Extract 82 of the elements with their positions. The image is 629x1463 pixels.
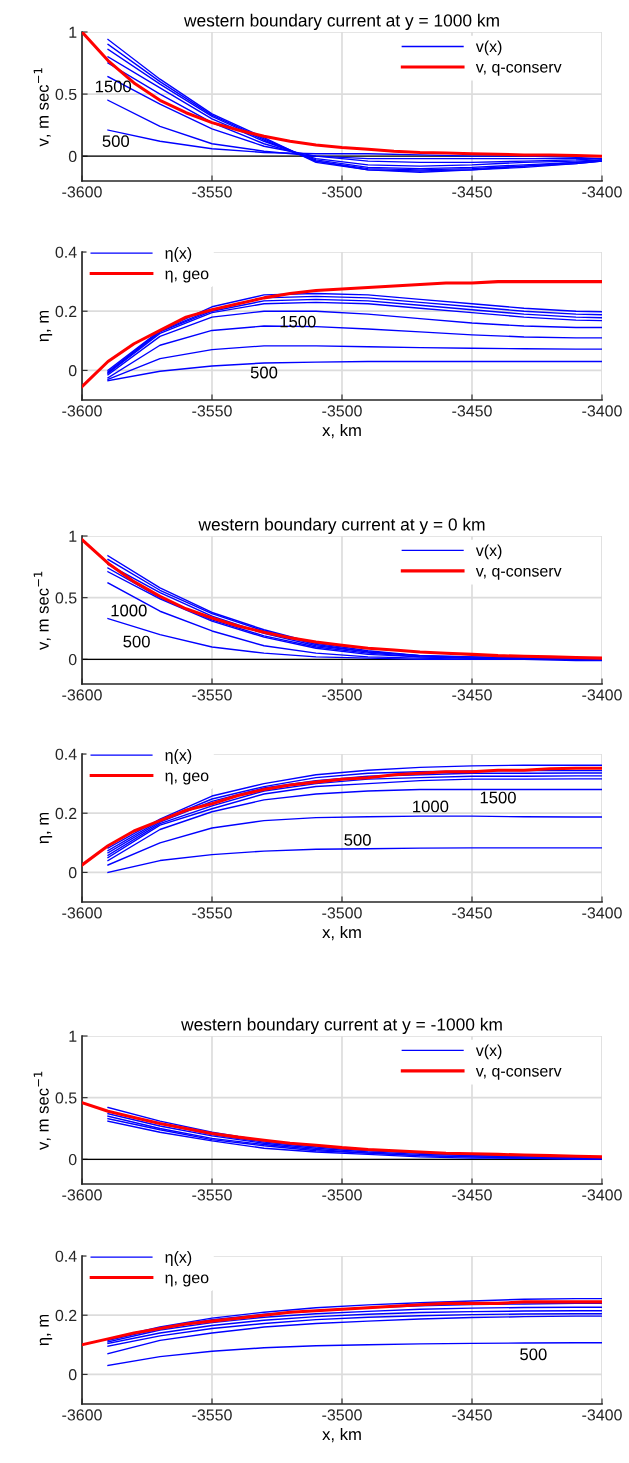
x-tick-label: -3400 xyxy=(582,907,622,919)
legend-label: v(x) xyxy=(475,40,502,56)
x-tick-label: -3550 xyxy=(192,1409,232,1421)
x-tick-label: -3550 xyxy=(192,186,232,198)
x-tick-label: -3400 xyxy=(582,1409,622,1421)
x-tick-label: -3600 xyxy=(62,689,102,701)
legend-label: v, q-conserv xyxy=(475,63,562,76)
legend-label: η(x) xyxy=(165,1251,192,1266)
x-tick-label: -3550 xyxy=(192,405,232,417)
x-tick-label: -3400 xyxy=(582,1189,622,1201)
chart-title: western boundary current at y = -1000 km xyxy=(181,1017,502,1035)
legend-label: v, q-conserv xyxy=(475,567,562,580)
legend-label: η(x) xyxy=(165,749,192,764)
chart-title: western boundary current at y = 0 km xyxy=(198,517,485,535)
y-tick-label: 1 xyxy=(69,530,77,542)
annotation: 1500 xyxy=(280,315,316,328)
legend-label: η(x) xyxy=(165,247,192,262)
x-tick-label: -3400 xyxy=(582,405,622,417)
y-tick-label: 0 xyxy=(68,1153,77,1166)
y-tick-label: 0.4 xyxy=(55,246,77,258)
legend-label: η, geo xyxy=(165,772,209,785)
x-tick-label: -3500 xyxy=(322,1409,362,1421)
legend-label: η, geo xyxy=(165,1274,209,1287)
y-axis-title: v, m sec$^{−1}$ xyxy=(33,68,51,147)
x-tick-label: -3400 xyxy=(582,689,622,701)
x-tick-label: -3500 xyxy=(322,186,362,198)
legend-label: v(x) xyxy=(475,1044,502,1060)
x-tick-label: -3450 xyxy=(452,907,492,919)
y-tick-label: 0.2 xyxy=(55,1309,77,1322)
y-tick-label: 0.4 xyxy=(55,748,77,760)
x-tick-label: -3500 xyxy=(322,405,362,417)
y-tick-label: 0 xyxy=(68,150,77,163)
y-tick-label: 0.5 xyxy=(55,88,77,101)
y-tick-label: 0.5 xyxy=(55,592,77,604)
y-tick-label: 0.4 xyxy=(55,1250,77,1262)
x-tick-label: -3550 xyxy=(192,907,232,919)
annotation: 500 xyxy=(520,1348,547,1361)
x-tick-label: -3550 xyxy=(192,1189,232,1201)
annotation: 500 xyxy=(344,833,371,846)
x-axis-title: x, km xyxy=(322,925,361,941)
y-tick-label: 0.5 xyxy=(55,1092,77,1104)
x-tick-label: -3500 xyxy=(322,689,362,701)
y-axis-title: η, m xyxy=(39,310,53,342)
y-tick-label: 1 xyxy=(69,1030,77,1042)
x-tick-label: -3600 xyxy=(62,907,102,919)
y-tick-label: 0 xyxy=(68,1369,77,1381)
y-tick-label: 0 xyxy=(68,653,77,666)
x-tick-label: -3600 xyxy=(62,1189,102,1201)
y-axis-title: η, m xyxy=(39,1314,53,1346)
y-tick-label: 0.2 xyxy=(55,807,77,820)
x-tick-label: -3600 xyxy=(62,405,102,417)
x-tick-label: -3450 xyxy=(452,405,492,417)
y-axis-title: v, m sec$^{−1}$ xyxy=(33,571,51,650)
x-tick-label: -3500 xyxy=(322,1189,362,1201)
y-tick-label: 0 xyxy=(68,867,77,879)
x-axis-title: x, km xyxy=(322,423,361,439)
y-tick-label: 0 xyxy=(68,365,77,377)
x-tick-label: -3450 xyxy=(452,689,492,701)
y-tick-label: 0.2 xyxy=(55,305,77,318)
y-axis-title: v, m sec$^{−1}$ xyxy=(33,1071,51,1150)
annotation: 1000 xyxy=(413,800,449,813)
x-tick-label: -3450 xyxy=(452,1409,492,1421)
legend-label: v(x) xyxy=(475,544,502,560)
x-axis-title: x, km xyxy=(322,1427,361,1443)
annotation: 500 xyxy=(102,135,130,148)
annotation: 1500 xyxy=(480,791,516,804)
annotation: 1500 xyxy=(95,80,132,93)
y-axis-title: η, m xyxy=(39,812,53,844)
legend-label: v, q-conserv xyxy=(475,1067,562,1080)
y-tick-label: 1 xyxy=(69,26,77,38)
chart-title: western boundary current at y = 1000 km xyxy=(183,13,499,31)
x-tick-label: -3450 xyxy=(452,1189,492,1201)
annotation: 500 xyxy=(250,366,278,379)
x-tick-label: -3600 xyxy=(62,1409,102,1421)
x-tick-label: -3550 xyxy=(192,689,232,701)
legend-label: η, geo xyxy=(165,270,209,283)
x-tick-label: -3450 xyxy=(452,186,492,198)
x-tick-label: -3500 xyxy=(322,907,362,919)
x-tick-label: -3600 xyxy=(62,186,102,198)
annotation: 1000 xyxy=(111,604,147,617)
x-tick-label: -3400 xyxy=(582,186,622,198)
annotation: 500 xyxy=(123,635,150,648)
